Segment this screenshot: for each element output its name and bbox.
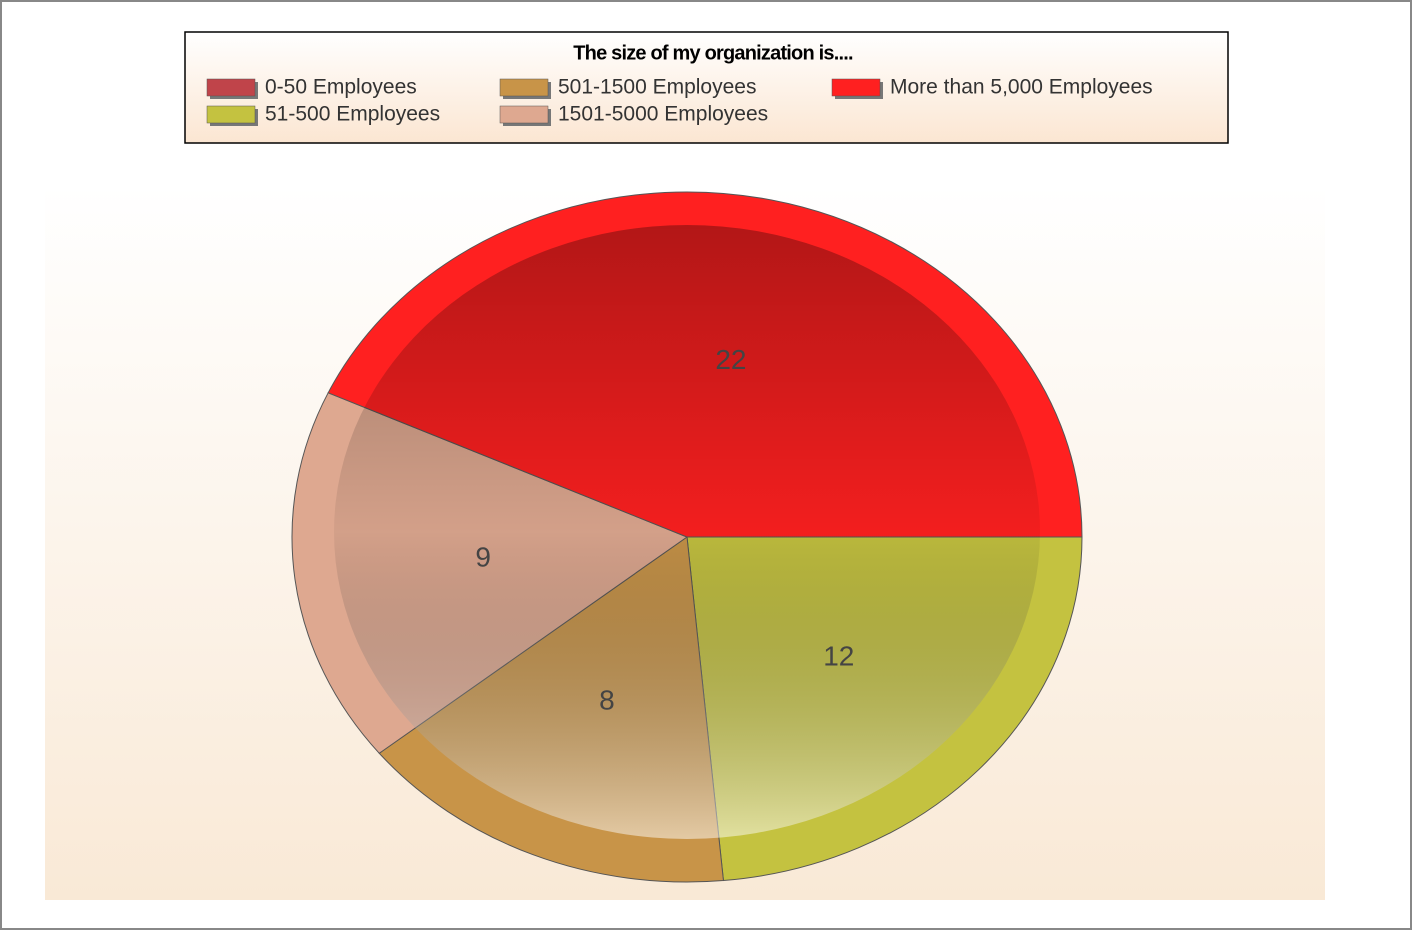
legend-label: 501-1500 Employees	[558, 76, 756, 99]
legend-swatch	[206, 78, 256, 97]
legend-label: 0-50 Employees	[265, 76, 417, 99]
legend-label: More than 5,000 Employees	[890, 76, 1153, 99]
legend-swatch	[499, 105, 549, 124]
legend-title: The size of my organization is....	[573, 42, 853, 64]
data-label: 22	[715, 344, 746, 375]
data-label: 12	[823, 640, 854, 671]
legend-swatch	[206, 105, 256, 124]
pie: 12 8 9 22	[291, 191, 1083, 883]
legend-label: 51-500 Employees	[265, 103, 440, 126]
legend-label: 1501-5000 Employees	[558, 103, 768, 126]
legend-box	[184, 31, 1229, 144]
data-label: 8	[599, 685, 615, 716]
legend-swatch	[499, 78, 549, 97]
legend-swatch	[831, 78, 881, 97]
data-label: 9	[475, 541, 491, 572]
